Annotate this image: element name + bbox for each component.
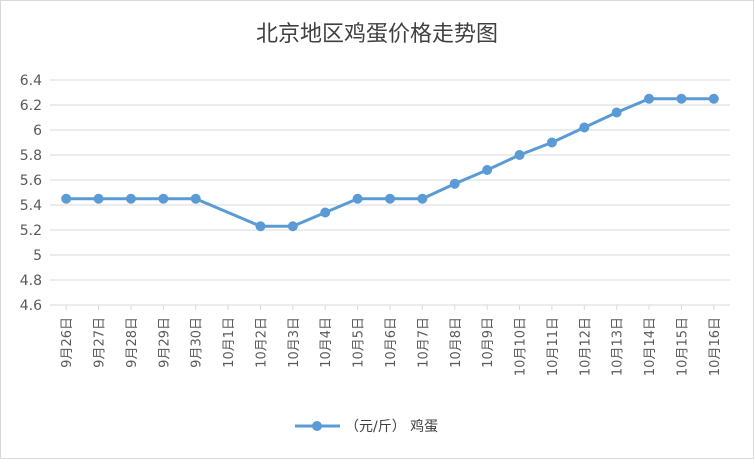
x-tick-label: 10月9日 (481, 317, 496, 368)
y-tick-label: 6.2 (20, 98, 42, 114)
data-point (482, 165, 493, 175)
y-tick-label: 4.6 (20, 298, 42, 314)
x-tick-label: 10月2日 (254, 317, 269, 368)
series-line (66, 97, 714, 228)
data-point (61, 193, 72, 204)
data-point (287, 221, 298, 232)
y-tick-label: 6.4 (20, 73, 42, 89)
data-point (190, 193, 201, 204)
data-point (676, 93, 687, 104)
x-tick-label: 9月29日 (157, 317, 172, 368)
data-point (546, 137, 557, 148)
data-point (449, 178, 460, 189)
x-tick-label: 10月14日 (643, 317, 658, 376)
x-tick-label: 9月26日 (60, 317, 75, 368)
grid-layer (50, 79, 730, 306)
y-tick-label: 4.8 (20, 273, 42, 289)
legend-marker (312, 421, 322, 431)
y-tick-label: 5.4 (20, 198, 42, 214)
data-point (352, 193, 363, 204)
legend-label: （元/斤） 鸡蛋 (345, 418, 438, 435)
x-tick-label: 10月3日 (287, 317, 302, 368)
y-tick-label: 6 (33, 123, 42, 139)
x-tick-label: 9月28日 (125, 317, 140, 368)
y-tick-label: 5.8 (20, 148, 42, 164)
x-tick-label: 10月4日 (319, 317, 334, 368)
data-point (385, 193, 395, 204)
x-tick-label: 10月5日 (352, 317, 367, 368)
series-layer (61, 93, 719, 232)
data-point (125, 193, 136, 204)
y-tick-label: 5.2 (20, 223, 42, 239)
x-tick-label: 10月15日 (675, 317, 690, 376)
x-tick-label: 10月6日 (384, 317, 399, 368)
x-tick-label: 10月11日 (546, 317, 561, 376)
data-point (255, 221, 266, 232)
y-tick-label: 5.6 (20, 173, 42, 189)
x-tick-label: 9月30日 (190, 317, 205, 368)
x-axis-ticks: 9月26日 9月27日 9月28日 9月29日 9月30日 10月1日 10月2日 10月3日… (60, 305, 723, 376)
data-point (320, 207, 331, 218)
x-tick-label: 10月10日 (514, 317, 529, 376)
data-point (579, 122, 590, 133)
x-tick-label: 10月12日 (578, 317, 593, 376)
data-point (417, 193, 428, 204)
x-tick-label: 10月13日 (611, 317, 626, 376)
data-point (514, 150, 525, 160)
data-point (611, 107, 622, 118)
chart-title: 北京地区鸡蛋价格走势图 (255, 22, 498, 47)
x-tick-label: 10月8日 (449, 317, 464, 368)
data-point (708, 93, 719, 104)
x-tick-label: 10月7日 (416, 317, 431, 368)
data-point (644, 93, 655, 104)
x-tick-label: 9月27日 (93, 317, 108, 368)
data-point (158, 193, 169, 204)
x-tick-label: 10月16日 (708, 317, 723, 376)
y-tick-label: 5 (33, 248, 42, 264)
x-tick-label: 10月1日 (222, 317, 237, 368)
data-point (93, 193, 104, 204)
legend: （元/斤） 鸡蛋 (295, 418, 438, 435)
y-axis-ticks: 4.6 4.8 5 5.2 5.4 5.6 5.8 6 6.2 6.4 (20, 73, 42, 314)
